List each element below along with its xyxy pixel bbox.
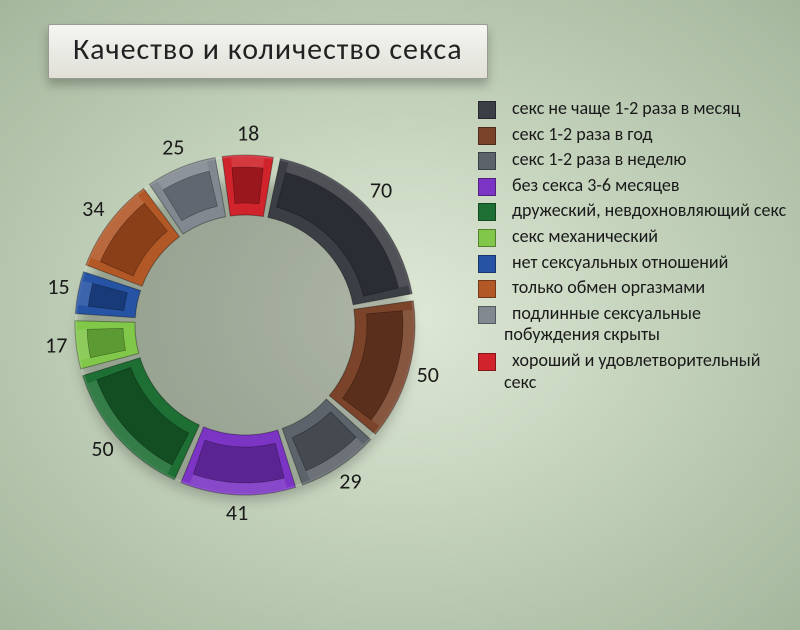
chart-title-box: Качество и количество секса xyxy=(48,24,488,79)
legend-label: секс 1-2 раза в год xyxy=(504,124,788,146)
legend-label: только обмен оргазмами xyxy=(504,277,788,299)
legend-label: секс не чаще 1-2 раза в месяц xyxy=(504,98,788,120)
donut-segment-label: 29 xyxy=(339,467,361,494)
donut-chart: 70 50 29 41 50 17 15 34 25 18 xyxy=(30,110,460,540)
legend-label: без секса 3-6 месяцев xyxy=(504,175,788,197)
legend-label: секс 1-2 раза в неделю xyxy=(504,149,788,171)
legend-swatch xyxy=(478,306,496,324)
donut-segment-label: 70 xyxy=(370,177,392,204)
legend-item: секс 1-2 раза в год xyxy=(478,124,788,146)
legend-item: секс 1-2 раза в неделю xyxy=(478,149,788,171)
legend-label: дружеский, невдохновляющий секс xyxy=(504,200,788,222)
legend-swatch xyxy=(478,353,496,371)
legend-label: нет сексуальных отношений xyxy=(504,252,788,274)
donut-segment-label: 50 xyxy=(91,435,113,462)
legend-label: хороший и удовлетворительный секс xyxy=(504,350,788,393)
chart-title: Качество и количество секса xyxy=(73,31,463,68)
legend-item: подлинные сексуальные побуждения скрыты xyxy=(478,303,788,346)
donut-segment-label: 34 xyxy=(82,195,104,222)
donut-segment-bevel xyxy=(193,440,284,483)
legend-swatch xyxy=(478,178,496,196)
legend: секс не чаще 1-2 раза в месяц секс 1-2 ра… xyxy=(478,98,788,397)
donut-segment-bevel xyxy=(232,167,263,204)
legend-swatch xyxy=(478,152,496,170)
legend-swatch xyxy=(478,203,496,221)
legend-item: секс не чаще 1-2 раза в месяц xyxy=(478,98,788,120)
legend-swatch xyxy=(478,127,496,145)
legend-item: секс механический xyxy=(478,226,788,248)
legend-swatch xyxy=(478,101,496,119)
donut-segment-label: 18 xyxy=(237,119,259,146)
legend-swatch xyxy=(478,229,496,247)
legend-label: подлинные сексуальные побуждения скрыты xyxy=(504,303,788,346)
chart-page: Качество и количество секса 70 50 29 41 50 17… xyxy=(0,0,800,630)
legend-item: нет сексуальных отношений xyxy=(478,252,788,274)
legend-swatch xyxy=(478,280,496,298)
legend-item: только обмен оргазмами xyxy=(478,277,788,299)
legend-item: хороший и удовлетворительный секс xyxy=(478,350,788,393)
legend-item: дружеский, невдохновляющий секс xyxy=(478,200,788,222)
donut-chart-svg: 70 50 29 41 50 17 15 34 25 18 xyxy=(30,110,460,540)
donut-segment-label: 41 xyxy=(226,499,248,526)
donut-segment-label: 15 xyxy=(47,273,69,300)
legend-swatch xyxy=(478,255,496,273)
legend-label: секс механический xyxy=(504,226,788,248)
legend-item: без секса 3-6 месяцев xyxy=(478,175,788,197)
donut-segment-label: 17 xyxy=(45,332,67,359)
donut-segment-label: 25 xyxy=(162,133,184,160)
donut-segment-label: 50 xyxy=(417,361,439,388)
